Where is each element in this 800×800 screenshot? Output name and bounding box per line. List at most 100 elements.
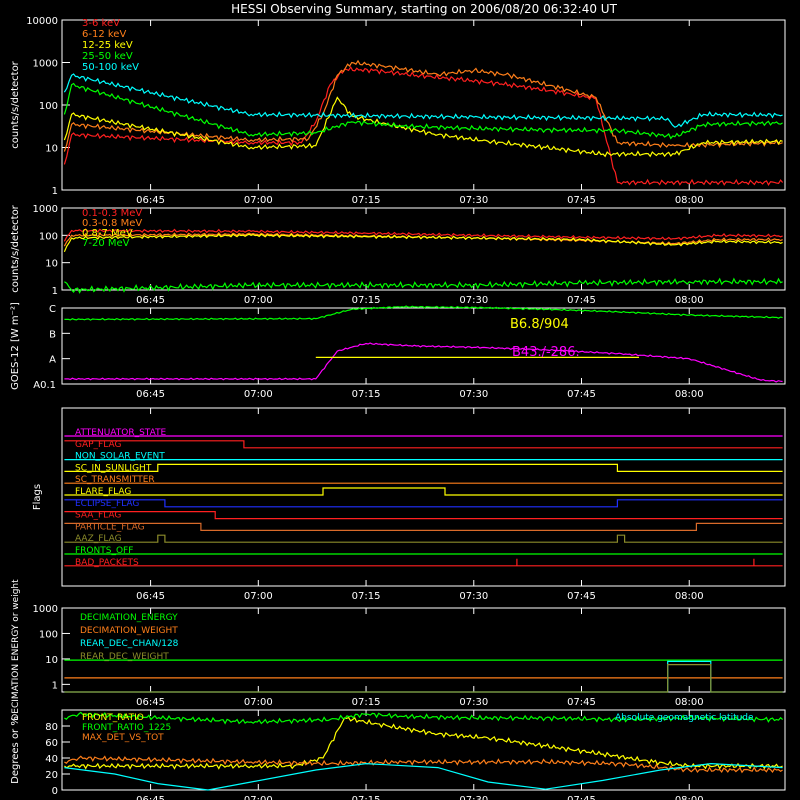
y-axis-label: Flags — [32, 484, 43, 510]
flag-line-11 — [64, 558, 783, 567]
y-tick-label: 1 — [52, 186, 58, 197]
flag-line-1 — [64, 440, 783, 449]
x-tick-label: 07:00 — [244, 591, 273, 602]
x-tick-label: 07:30 — [459, 795, 488, 800]
y-tick-label: 0 — [52, 786, 58, 797]
flag-line-3 — [64, 463, 783, 472]
y-tick-label: 60 — [45, 738, 58, 749]
y-tick-label: C — [49, 304, 56, 315]
x-tick-label: 08:00 — [675, 697, 704, 708]
y-axis-label: GOES-12 [W m⁻²] — [10, 302, 21, 390]
legend-entry: 0.3-0.8 MeV — [82, 218, 142, 229]
y-tick-label: 10000 — [26, 16, 58, 27]
flag-label: FLARE_FLAG — [75, 487, 131, 497]
series-line-0 — [63, 228, 783, 242]
x-tick-label: 07:45 — [567, 697, 596, 708]
y-tick-label: 10 — [45, 259, 58, 270]
x-tick-label: 06:45 — [136, 795, 165, 800]
decimation-line-3 — [64, 664, 783, 693]
x-tick-label: 07:45 — [567, 389, 596, 400]
legend-entry: FRONT_RATIO — [82, 713, 144, 723]
x-tick-label: 07:15 — [352, 591, 381, 602]
legend-entry: REAR_DEC_CHAN/128 — [80, 639, 179, 649]
y-axis-label: counts/s/detector — [10, 60, 21, 148]
series-line-2 — [63, 96, 783, 158]
y-tick-label: 1000 — [33, 604, 58, 615]
x-tick-label: 06:45 — [136, 295, 165, 306]
x-tick-label: 07:30 — [459, 195, 488, 206]
legend-entry: 12-25 keV — [82, 40, 133, 51]
x-tick-label: 07:30 — [459, 295, 488, 306]
flag-label: NON_SOLAR_EVENT — [75, 452, 165, 462]
figure-title: HESSI Observing Summary, starting on 200… — [231, 2, 617, 16]
panel-frame — [61, 307, 786, 385]
flag-line-9 — [64, 534, 783, 543]
flag-line-7 — [64, 511, 783, 520]
legend-entry: DECIMATION_ENERGY — [80, 613, 178, 623]
flag-label: SAA_FLAG — [75, 511, 121, 521]
x-tick-label: 06:45 — [136, 389, 165, 400]
x-tick-label: 07:00 — [244, 295, 273, 306]
y-tick-label: 40 — [45, 754, 58, 765]
x-tick-label: 08:00 — [675, 795, 704, 800]
y-tick-label: 80 — [45, 722, 58, 733]
legend-entry: 0.8-7 MeV — [82, 228, 133, 239]
decimation-line-2 — [64, 660, 783, 693]
goes-annotation: B6.8/904 — [510, 317, 569, 332]
x-tick-label: 07:15 — [352, 697, 381, 708]
y-tick-label: A — [49, 355, 56, 366]
y-tick-label: 100 — [39, 231, 58, 242]
goes-line-1 — [64, 342, 783, 383]
y-tick-label: 100 — [39, 101, 58, 112]
flag-label: GAP_FLAG — [75, 440, 121, 450]
goes-annotation: B43./-286. — [512, 345, 580, 360]
y-tick-label: 10 — [45, 144, 58, 155]
series-line-3 — [63, 82, 783, 140]
x-tick-label: 06:45 — [136, 195, 165, 206]
x-tick-label: 07:15 — [352, 389, 381, 400]
x-tick-label: 07:15 — [352, 795, 381, 800]
ratio-line-0 — [64, 716, 783, 770]
y-tick-label: A0.1 — [33, 380, 56, 391]
x-tick-label: 08:00 — [675, 295, 704, 306]
legend-entry: DECIMATION_WEIGHT — [80, 626, 178, 636]
geomagnetic-label: Absolute geomagnetic latitude — [615, 713, 754, 723]
x-tick-label: 07:30 — [459, 389, 488, 400]
x-tick-label: 08:00 — [675, 591, 704, 602]
panel-frame — [61, 207, 786, 291]
legend-entry: 7-20 MeV — [82, 238, 130, 249]
goes-line-0 — [64, 305, 783, 321]
y-tick-label: 20 — [45, 770, 58, 781]
flag-line-5 — [64, 487, 783, 496]
panel-frame — [61, 407, 786, 587]
y-tick-label: 1000 — [33, 59, 58, 70]
y-tick-label: 1 — [52, 680, 58, 691]
x-tick-label: 08:00 — [675, 195, 704, 206]
x-tick-label: 06:45 — [136, 697, 165, 708]
series-line-0 — [63, 65, 784, 186]
y-tick-label: 1 — [52, 286, 58, 297]
legend-entry: 50-100 keV — [82, 62, 139, 73]
panel-frame — [61, 709, 786, 791]
legend-entry: 6-12 keV — [82, 29, 126, 40]
x-tick-label: 07:00 — [244, 697, 273, 708]
x-tick-label: 07:45 — [567, 591, 596, 602]
x-tick-label: 07:00 — [244, 389, 273, 400]
series-line-2 — [63, 233, 783, 253]
y-tick-label: B — [49, 329, 56, 340]
legend-entry: MAX_DET_VS_TOT — [82, 733, 164, 743]
x-tick-label: 07:45 — [567, 195, 596, 206]
ratio-line-3 — [64, 762, 783, 791]
x-tick-label: 07:45 — [567, 295, 596, 306]
series-line-4 — [63, 73, 783, 128]
y-tick-label: 100 — [39, 629, 58, 640]
flag-label: AAZ_FLAG — [75, 534, 122, 544]
x-tick-label: 07:30 — [459, 697, 488, 708]
y-axis-label: Degrees or % — [10, 716, 21, 784]
flag-label: BAD_PACKETS — [75, 558, 139, 568]
legend-entry: 3-6 keV — [82, 18, 120, 29]
panel-frame — [61, 19, 786, 191]
x-tick-label: 06:45 — [136, 591, 165, 602]
flag-label: SC_IN_SUNLIGHT — [75, 463, 152, 473]
